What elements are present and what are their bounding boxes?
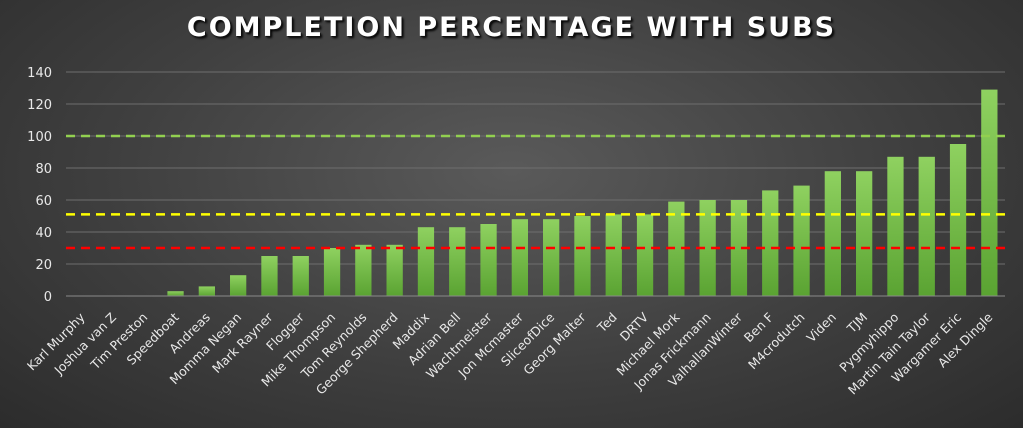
bar bbox=[449, 227, 466, 296]
y-tick-label: 140 bbox=[27, 66, 52, 81]
chart-title: COMPLETION PERCENTAGE WITH SUBS bbox=[186, 12, 837, 43]
bar bbox=[981, 89, 998, 296]
y-tick-label: 20 bbox=[35, 258, 52, 273]
bar bbox=[386, 244, 403, 296]
x-tick-label: TJM bbox=[843, 310, 870, 337]
y-tick-label: 80 bbox=[35, 162, 52, 177]
bar bbox=[511, 219, 528, 296]
bar bbox=[762, 190, 779, 296]
bar bbox=[355, 244, 372, 296]
y-tick-label: 100 bbox=[27, 130, 52, 145]
bar bbox=[292, 256, 309, 296]
bar bbox=[918, 156, 935, 296]
bar bbox=[949, 144, 967, 296]
x-tick-label: Viden bbox=[803, 310, 839, 346]
x-tick-label: Ted bbox=[594, 310, 620, 336]
bar bbox=[605, 214, 622, 296]
bar bbox=[198, 286, 215, 296]
bar bbox=[699, 200, 716, 296]
y-tick-label: 40 bbox=[35, 226, 52, 241]
bar bbox=[480, 224, 497, 296]
bar bbox=[887, 156, 904, 296]
bar bbox=[793, 185, 810, 296]
bar bbox=[856, 171, 873, 296]
y-tick-label: 0 bbox=[44, 290, 52, 305]
bar bbox=[230, 275, 247, 296]
y-tick-label: 120 bbox=[27, 98, 52, 113]
bar bbox=[167, 291, 184, 296]
bar bbox=[543, 219, 560, 296]
bar bbox=[574, 216, 591, 296]
bar bbox=[636, 214, 654, 296]
bar bbox=[668, 201, 685, 296]
bar bbox=[730, 200, 748, 296]
bar bbox=[261, 256, 278, 296]
bar bbox=[323, 248, 341, 296]
bar bbox=[417, 227, 435, 296]
y-tick-label: 60 bbox=[35, 194, 52, 209]
bar bbox=[824, 171, 841, 296]
